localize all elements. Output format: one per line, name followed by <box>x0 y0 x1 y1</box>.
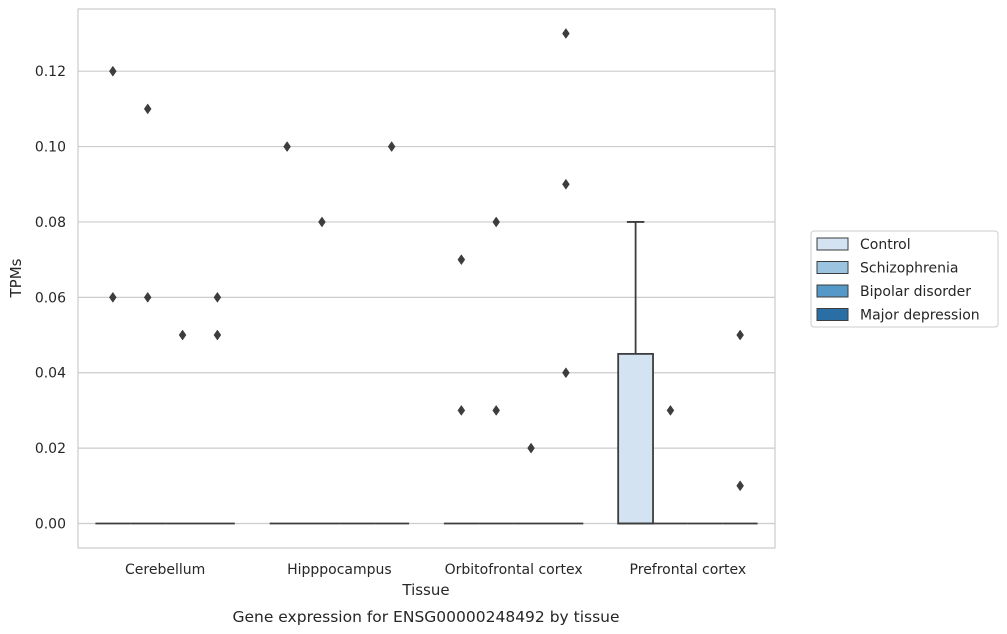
gridlines <box>78 70 775 525</box>
legend-swatch <box>816 237 849 251</box>
y-tick-label: 0.10 <box>35 140 66 156</box>
plot-frame <box>77 8 776 549</box>
legend-swatch <box>816 284 849 298</box>
legend-label: Control <box>860 237 911 253</box>
outlier-point <box>213 329 222 341</box>
x-axis-label: Tissue <box>401 581 449 599</box>
x-tick-label: Hipppocampus <box>287 562 392 578</box>
outlier-point <box>213 291 222 303</box>
outlier-point <box>492 216 501 228</box>
x-tick-label: Cerebellum <box>125 562 205 578</box>
outlier-point <box>457 404 466 416</box>
y-tick-label: 0.08 <box>35 215 66 231</box>
y-tick-label: 0.06 <box>35 290 66 306</box>
legend-swatch <box>816 261 849 274</box>
outlier-point <box>178 329 187 341</box>
y-tick-labels: 0.00 0.02 0.04 0.06 0.08 0.10 0.12 <box>35 64 66 532</box>
y-tick-label: 0.12 <box>35 64 66 80</box>
outlier-point <box>736 329 744 341</box>
x-tick-label: Orbitofrontal cortex <box>445 562 583 578</box>
y-axis-label: TPMs <box>7 258 25 298</box>
outlier-point <box>109 65 117 77</box>
outlier-point <box>457 254 466 266</box>
x-tick-label: Prefrontal cortex <box>630 562 747 578</box>
outlier-point <box>143 103 152 115</box>
box <box>617 352 654 525</box>
legend-label: Major depression <box>860 308 980 324</box>
x-tick-labels: Cerebellum Hipppocampus Orbitofrontal cort… <box>125 562 746 578</box>
outlier-point <box>387 141 396 153</box>
y-tick-label: 0.04 <box>35 366 66 382</box>
outlier-point <box>527 442 535 454</box>
outlier-point <box>109 291 117 303</box>
outlier-point <box>736 480 744 492</box>
outlier-point <box>562 178 570 190</box>
outlier-point <box>562 367 570 379</box>
outlier-point <box>143 291 152 303</box>
legend-swatch <box>816 308 849 321</box>
chart-caption: Gene expression for ENSG00000248492 by t… <box>232 608 619 626</box>
legend: Control Schizophrenia Bipolar disorder Majo… <box>810 230 999 328</box>
outlier-point <box>666 404 675 416</box>
outlier-point <box>492 404 501 416</box>
outlier-point <box>562 28 570 39</box>
legend-label: Bipolar disorder <box>860 284 971 300</box>
outlier-point <box>283 141 291 153</box>
y-tick-label: 0.00 <box>35 517 66 533</box>
y-tick-label: 0.02 <box>35 441 66 457</box>
legend-frame <box>810 230 999 328</box>
outlier-points <box>109 28 744 492</box>
boxes <box>95 221 758 525</box>
outlier-point <box>318 216 326 228</box>
legend-label: Schizophrenia <box>860 261 958 277</box>
